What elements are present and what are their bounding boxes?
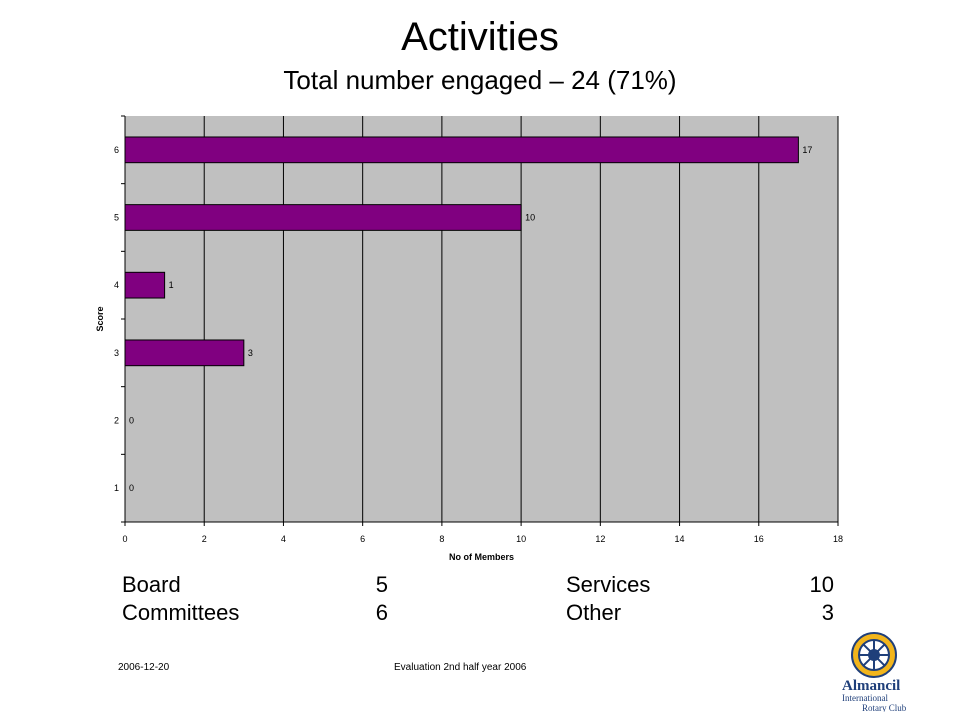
- footer-caption: Evaluation 2nd half year 2006: [394, 662, 527, 673]
- x-axis-title: No of Members: [449, 552, 514, 562]
- stat-committees-value: 6: [375, 600, 388, 625]
- data-label: 0: [129, 416, 134, 426]
- stat-board-value: 5: [375, 572, 388, 597]
- x-tick-label: 10: [516, 534, 526, 544]
- rotary-wheel-icon: [851, 632, 897, 678]
- slide-subtitle: Total number engaged – 24 (71%): [283, 65, 677, 95]
- y-tick-label: 4: [114, 280, 119, 290]
- y-tick-label: 1: [114, 483, 119, 493]
- data-label: 1: [169, 280, 174, 290]
- plot-area: [125, 116, 838, 522]
- x-tick-label: 14: [675, 534, 685, 544]
- y-tick-label: 3: [114, 348, 119, 358]
- data-label: 0: [129, 483, 134, 493]
- stat-other-value: 3: [821, 600, 834, 625]
- y-tick-label: 2: [114, 416, 119, 426]
- x-tick-label: 0: [122, 534, 127, 544]
- logo-line-2: International: [842, 693, 888, 703]
- stat-other-label: Other: [566, 600, 622, 625]
- rotary-logo: Almancil International Rotary Club: [842, 632, 907, 712]
- y-tick-label: 6: [114, 145, 119, 155]
- y-axis-title: Score: [95, 306, 105, 331]
- logo-line-3: Rotary Club: [862, 703, 907, 712]
- footer-date: 2006-12-20: [118, 662, 170, 673]
- x-tick-label: 6: [360, 534, 365, 544]
- stat-services-value: 10: [809, 572, 834, 597]
- data-label: 10: [525, 213, 535, 223]
- stat-services-label: Services: [566, 572, 651, 597]
- data-label: 17: [802, 145, 812, 155]
- bar: [124, 204, 522, 231]
- x-tick-label: 12: [595, 534, 605, 544]
- x-tick-label: 4: [281, 534, 286, 544]
- slide-title: Activities: [401, 15, 559, 59]
- bar: [124, 136, 799, 164]
- x-tick-label: 18: [833, 534, 843, 544]
- y-tick-label: 5: [114, 213, 119, 223]
- x-tick-label: 8: [439, 534, 444, 544]
- logo-club-name: Almancil: [842, 678, 900, 694]
- stat-committees-label: Committees: [122, 600, 240, 625]
- data-label: 3: [248, 348, 253, 358]
- stat-board-label: Board: [122, 572, 181, 597]
- bar: [124, 271, 166, 299]
- bar: [124, 339, 245, 367]
- x-tick-label: 2: [202, 534, 207, 544]
- x-tick-label: 16: [754, 534, 764, 544]
